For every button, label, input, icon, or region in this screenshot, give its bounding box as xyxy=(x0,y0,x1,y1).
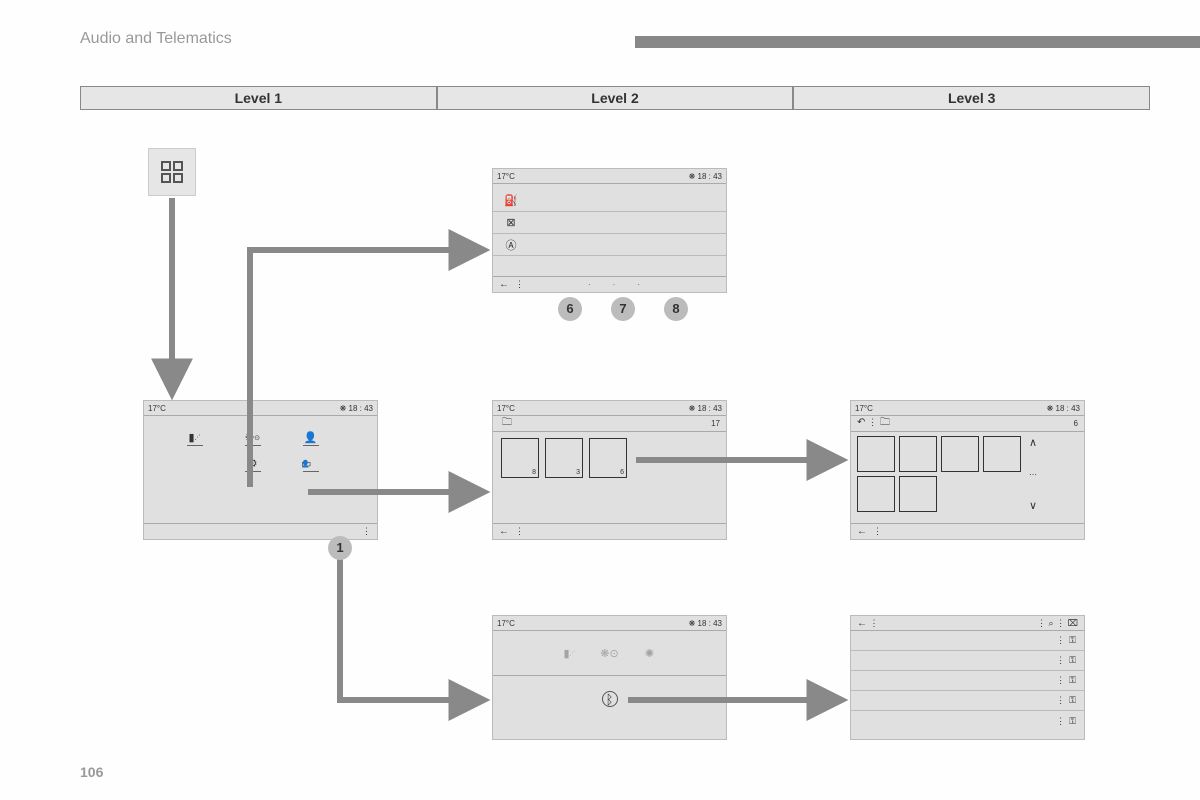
media-thumb[interactable] xyxy=(857,436,895,472)
apps-launcher[interactable] xyxy=(148,148,196,196)
media-thumb[interactable] xyxy=(899,476,937,512)
panel-footer xyxy=(493,523,726,539)
media-thumb[interactable]: 8 xyxy=(501,438,539,478)
list-item[interactable]: ⛽ xyxy=(493,190,726,212)
media-thumb[interactable] xyxy=(983,436,1021,472)
search-icon[interactable]: ⌕ xyxy=(1049,618,1054,628)
back-icon[interactable] xyxy=(857,618,867,628)
list-item[interactable]: Ⓐ xyxy=(493,234,726,256)
media-thumb[interactable]: 6 xyxy=(589,438,627,478)
callout-8: 8 xyxy=(664,297,688,321)
list-item[interactable]: ⚿ xyxy=(851,691,1084,711)
list-item[interactable]: ⚿ xyxy=(851,671,1084,691)
level-header: Level 1 Level 2 Level 3 xyxy=(80,86,1150,110)
scroll-up-icon[interactable]: ∧ xyxy=(1029,436,1037,449)
panel-level2-thumbs: 17°C ❋ 18 : 43 🗀 17 8 3 6 xyxy=(492,400,727,540)
panel-level3-rows: ⌕ ⌧ ⚿ ⚿ ⚿ ⚿ ⚿ xyxy=(850,615,1085,740)
temp-readout: 17°C xyxy=(497,172,515,181)
person-icon[interactable]: 👤 xyxy=(303,430,319,446)
time-readout: 18 : 43 xyxy=(349,404,373,413)
page-number: 106 xyxy=(80,764,103,780)
panel-level2-list: 17°C ❋ 18 : 43 ⛽ ⊠ Ⓐ ··· xyxy=(492,168,727,293)
panel-footer xyxy=(851,523,1084,539)
list-item[interactable]: ⚿ xyxy=(851,651,1084,671)
count-badge: 17 xyxy=(711,419,720,428)
more-icon[interactable] xyxy=(362,526,371,537)
gear-icon[interactable]: ⚙ xyxy=(245,456,261,472)
spray-icon[interactable]: ▮⋰ xyxy=(187,430,203,446)
bluetooth-icon[interactable]: ᛒ xyxy=(602,691,618,707)
spray-icon[interactable]: ▮⋰ xyxy=(562,645,578,661)
refresh-a-icon: Ⓐ xyxy=(503,237,519,253)
list-item[interactable]: ⚿ xyxy=(851,631,1084,651)
level-1-header: Level 1 xyxy=(80,86,437,110)
panel-level2-bottom: 17°C ❋ 18 : 43 ▮⋰ ❋⊙ ✺ ᛒ xyxy=(492,615,727,740)
list-item[interactable]: ⊠ xyxy=(493,212,726,234)
panel-level3-thumbs: 17°C ❋ 18 : 43 ↶ 🗀 6 ∧ ⋯ ∨ xyxy=(850,400,1085,540)
callout-6: 6 xyxy=(558,297,582,321)
media-thumb[interactable] xyxy=(857,476,895,512)
fuel-icon: ⛽ xyxy=(503,193,519,209)
contact-card-icon[interactable]: ▭👤 xyxy=(303,456,319,472)
apps-grid-icon xyxy=(161,161,183,183)
list-item[interactable]: ⚿ xyxy=(851,711,1084,731)
status-bar: 17°C ❋ 18 : 43 xyxy=(493,169,726,184)
time-readout: 18 : 43 xyxy=(698,172,722,181)
settings-glyph: ❋ xyxy=(340,404,347,413)
media-thumb[interactable]: 3 xyxy=(545,438,583,478)
key-icon: ⚿ xyxy=(1069,635,1076,646)
level-2-header: Level 2 xyxy=(437,86,794,110)
envelope-crossed-icon: ⊠ xyxy=(503,215,519,231)
key-icon: ⚿ xyxy=(1069,695,1076,706)
section-title: Audio and Telematics xyxy=(80,30,232,48)
panel-footer: ··· xyxy=(493,276,726,292)
more-icon[interactable] xyxy=(515,526,524,537)
bulb-icon[interactable]: ✺ xyxy=(642,645,658,661)
folder-icon[interactable]: 🗀 xyxy=(499,416,515,432)
clock-gear-icon[interactable]: ❋⊙ xyxy=(602,645,618,661)
panel-level1-main: 17°C ❋ 18 : 43 ▮⋰ ❋⊙ 👤 ⚙ ▭👤 xyxy=(143,400,378,540)
top-divider xyxy=(635,36,1200,48)
callout-1: 1 xyxy=(328,536,352,560)
status-bar: 17°C ❋ 18 : 43 xyxy=(851,401,1084,416)
clock-gear-icon[interactable]: ❋⊙ xyxy=(245,430,261,446)
status-bar: 17°C ❋ 18 : 43 xyxy=(493,616,726,631)
callout-7: 7 xyxy=(611,297,635,321)
back-icon[interactable] xyxy=(499,279,509,290)
key-icon: ⚿ xyxy=(1069,675,1076,686)
media-thumb[interactable] xyxy=(899,436,937,472)
scroll-menu-icon[interactable]: ⋯ xyxy=(1029,470,1037,479)
status-bar: 17°C ❋ 18 : 43 xyxy=(144,401,377,416)
scroll-down-icon[interactable]: ∨ xyxy=(1029,499,1037,512)
trash-icon[interactable]: ⌧ xyxy=(1068,618,1078,628)
back-icon[interactable] xyxy=(857,526,867,537)
back-folder-icons[interactable]: ↶ 🗀 xyxy=(857,415,890,432)
temp-readout: 17°C xyxy=(148,404,166,413)
level-3-header: Level 3 xyxy=(793,86,1150,110)
status-bar: 17°C ❋ 18 : 43 xyxy=(493,401,726,416)
media-thumb[interactable] xyxy=(941,436,979,472)
more-icon[interactable] xyxy=(870,618,879,628)
more-icon[interactable] xyxy=(515,279,524,290)
key-icon: ⚿ xyxy=(1069,716,1076,727)
count-badge: 6 xyxy=(1074,419,1078,428)
back-icon[interactable] xyxy=(499,526,509,537)
more-icon[interactable] xyxy=(873,526,882,537)
key-icon: ⚿ xyxy=(1069,655,1076,666)
